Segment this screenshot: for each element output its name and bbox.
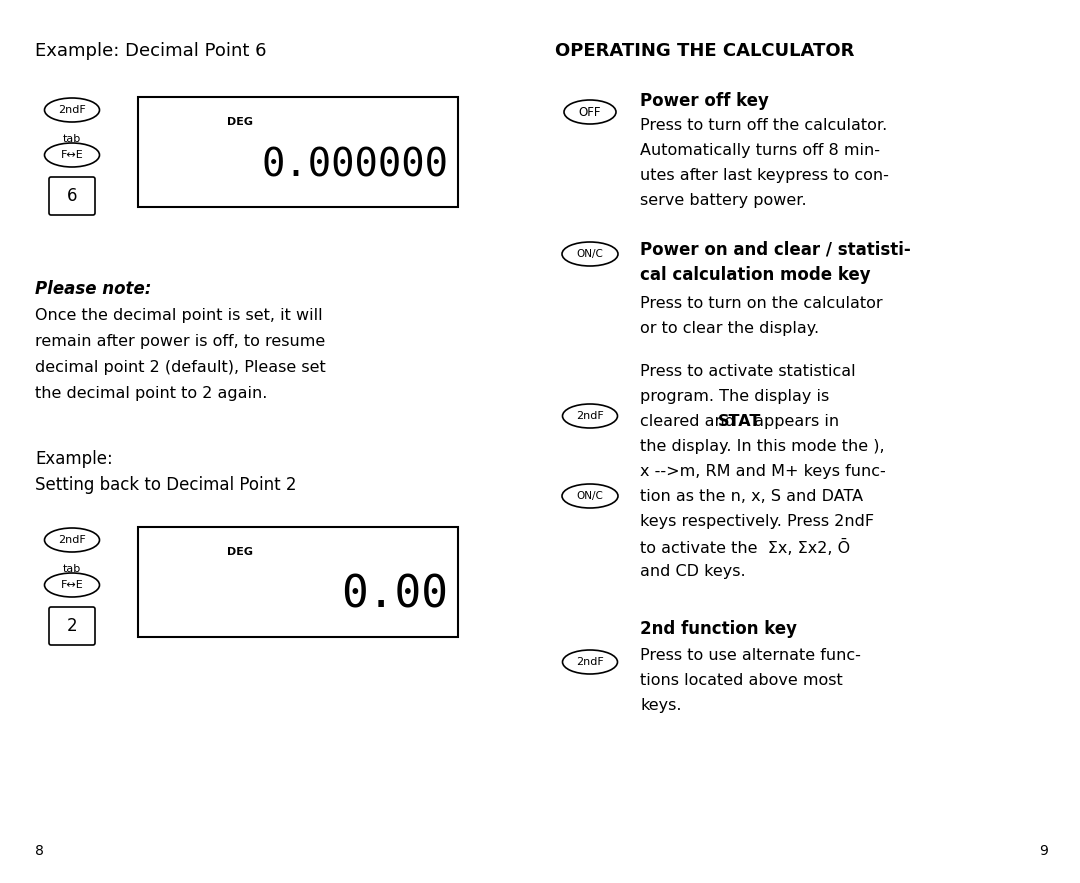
Text: cleared and: cleared and xyxy=(640,414,740,429)
Text: 2: 2 xyxy=(67,617,78,635)
Text: or to clear the display.: or to clear the display. xyxy=(640,321,819,336)
Text: tab: tab xyxy=(63,564,81,574)
Text: decimal point 2 (default), Please set: decimal point 2 (default), Please set xyxy=(35,360,326,375)
Text: ON/C: ON/C xyxy=(577,249,604,259)
Text: 8: 8 xyxy=(35,844,44,858)
Text: utes after last keypress to con-: utes after last keypress to con- xyxy=(640,168,889,183)
Text: Once the decimal point is set, it will: Once the decimal point is set, it will xyxy=(35,308,323,323)
Text: the display. In this mode the ),: the display. In this mode the ), xyxy=(640,439,885,454)
Text: cal calculation mode key: cal calculation mode key xyxy=(640,266,870,284)
Text: 2ndF: 2ndF xyxy=(58,105,86,115)
Text: tab: tab xyxy=(63,134,81,144)
Text: Example: Decimal Point 6: Example: Decimal Point 6 xyxy=(35,42,267,60)
Text: Press to use alternate func-: Press to use alternate func- xyxy=(640,648,861,663)
Text: and CD keys.: and CD keys. xyxy=(640,564,745,579)
Text: 2ndF: 2ndF xyxy=(58,535,86,545)
Text: 2nd function key: 2nd function key xyxy=(640,620,797,638)
Text: tions located above most: tions located above most xyxy=(640,673,842,688)
Text: 9: 9 xyxy=(1039,844,1048,858)
Text: Setting back to Decimal Point 2: Setting back to Decimal Point 2 xyxy=(35,476,297,494)
Text: the decimal point to 2 again.: the decimal point to 2 again. xyxy=(35,386,268,401)
Text: serve battery power.: serve battery power. xyxy=(640,193,807,208)
Text: to activate the  Σx, Σx2, Ō: to activate the Σx, Σx2, Ō xyxy=(640,539,850,556)
Text: Example:: Example: xyxy=(35,450,112,468)
Text: keys.: keys. xyxy=(640,698,681,713)
Text: 6: 6 xyxy=(67,187,78,205)
Text: Power on and clear / statisti-: Power on and clear / statisti- xyxy=(640,240,910,258)
Text: program. The display is: program. The display is xyxy=(640,389,829,404)
Text: Press to turn on the calculator: Press to turn on the calculator xyxy=(640,296,882,311)
Text: F↔E: F↔E xyxy=(60,150,83,160)
Text: OPERATING THE CALCULATOR: OPERATING THE CALCULATOR xyxy=(555,42,854,60)
Text: appears in: appears in xyxy=(750,414,839,429)
Text: STAT: STAT xyxy=(718,414,761,429)
Text: DEG: DEG xyxy=(228,547,254,557)
Text: Power off key: Power off key xyxy=(640,92,769,110)
Text: ON/C: ON/C xyxy=(577,491,604,501)
Text: DEG: DEG xyxy=(228,117,254,127)
Text: OFF: OFF xyxy=(579,105,602,118)
Text: tion as the n, x, S and DATA: tion as the n, x, S and DATA xyxy=(640,489,863,504)
Text: 0.000000: 0.000000 xyxy=(261,147,448,185)
Text: 0.00: 0.00 xyxy=(341,574,448,616)
Text: F↔E: F↔E xyxy=(60,580,83,590)
Bar xyxy=(138,527,458,637)
Text: x -->m, RM and M+ keys func-: x -->m, RM and M+ keys func- xyxy=(640,464,886,479)
Text: keys respectively. Press 2ndF: keys respectively. Press 2ndF xyxy=(640,514,874,529)
Text: remain after power is off, to resume: remain after power is off, to resume xyxy=(35,334,325,349)
Bar xyxy=(138,97,458,207)
Text: Press to turn off the calculator.: Press to turn off the calculator. xyxy=(640,118,888,133)
Text: Please note:: Please note: xyxy=(35,280,151,298)
Text: Automatically turns off 8 min-: Automatically turns off 8 min- xyxy=(640,143,880,158)
Text: 2ndF: 2ndF xyxy=(576,657,604,667)
Text: Press to activate statistical: Press to activate statistical xyxy=(640,364,855,379)
Text: 2ndF: 2ndF xyxy=(576,411,604,421)
